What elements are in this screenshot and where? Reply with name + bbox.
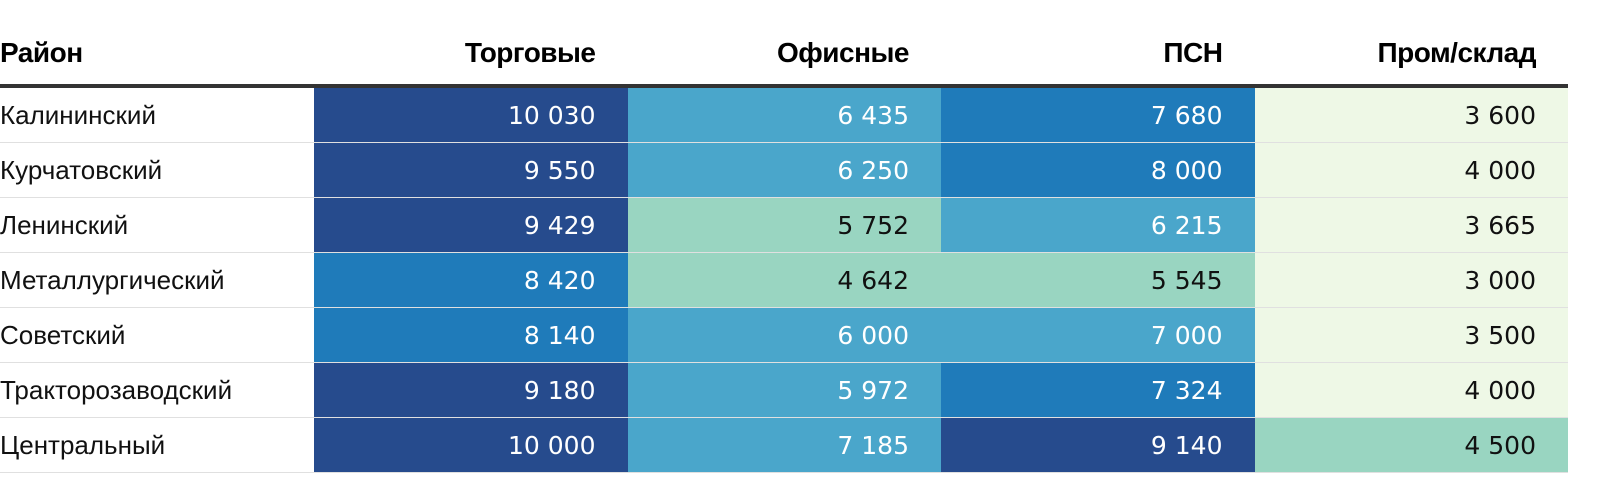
header-row: Район Торговые Офисные ПСН Пром/склад bbox=[0, 22, 1568, 88]
table-row: Тракторозаводский 9 180 5 972 7 324 4 000 bbox=[0, 362, 1568, 418]
table-row: Центральный 10 000 7 185 9 140 4 500 bbox=[0, 417, 1568, 473]
value-cell: 6 000 bbox=[627, 307, 941, 363]
district-name-cell: Тракторозаводский bbox=[0, 362, 314, 418]
table-row: Ленинский 9 429 5 752 6 215 3 665 bbox=[0, 197, 1568, 253]
value-cell: 5 752 bbox=[627, 197, 941, 253]
value-cell: 8 420 bbox=[314, 252, 628, 308]
value-cell: 7 185 bbox=[627, 417, 941, 473]
value-cell: 9 180 bbox=[314, 362, 628, 418]
value-cell: 9 550 bbox=[314, 142, 628, 198]
district-name-cell: Курчатовский bbox=[0, 142, 314, 198]
value-cell: 6 215 bbox=[941, 197, 1255, 253]
column-header-industrial: Пром/склад bbox=[1254, 22, 1568, 88]
table-row: Курчатовский 9 550 6 250 8 000 4 000 bbox=[0, 142, 1568, 198]
value-cell: 3 500 bbox=[1254, 307, 1568, 363]
column-header-psn: ПСН bbox=[941, 22, 1255, 88]
table-row: Советский 8 140 6 000 7 000 3 500 bbox=[0, 307, 1568, 363]
value-cell: 5 972 bbox=[627, 362, 941, 418]
value-cell: 3 665 bbox=[1254, 197, 1568, 253]
value-cell: 4 500 bbox=[1254, 417, 1568, 473]
value-cell: 9 429 bbox=[314, 197, 628, 253]
value-cell: 7 680 bbox=[941, 86, 1255, 143]
value-cell: 4 000 bbox=[1254, 142, 1568, 198]
table-row: Металлургический 8 420 4 642 5 545 3 000 bbox=[0, 252, 1568, 308]
table-row: Калининский 10 030 6 435 7 680 3 600 bbox=[0, 86, 1568, 143]
value-cell: 7 000 bbox=[941, 307, 1255, 363]
district-name-cell: Металлургический bbox=[0, 252, 314, 308]
value-cell: 8 140 bbox=[314, 307, 628, 363]
value-cell: 6 250 bbox=[627, 142, 941, 198]
district-name-cell: Центральный bbox=[0, 417, 314, 473]
column-header-office: Офисные bbox=[627, 22, 941, 88]
value-cell: 6 435 bbox=[627, 86, 941, 143]
value-cell: 9 140 bbox=[941, 417, 1255, 473]
value-cell: 3 600 bbox=[1254, 86, 1568, 143]
district-name-cell: Калининский bbox=[0, 86, 314, 143]
column-header-retail: Торговые bbox=[314, 22, 628, 88]
value-cell: 7 324 bbox=[941, 362, 1255, 418]
value-cell: 10 000 bbox=[314, 417, 628, 473]
table-header: Район Торговые Офисные ПСН Пром/склад bbox=[0, 22, 1568, 88]
district-name-cell: Ленинский bbox=[0, 197, 314, 253]
value-cell: 4 642 bbox=[627, 252, 941, 308]
district-name-cell: Советский bbox=[0, 307, 314, 363]
value-cell: 4 000 bbox=[1254, 362, 1568, 418]
value-cell: 10 030 bbox=[314, 86, 628, 143]
value-cell: 3 000 bbox=[1254, 252, 1568, 308]
table-body: Калининский 10 030 6 435 7 680 3 600 Курчатов… bbox=[0, 86, 1568, 473]
district-price-table: Район Торговые Офисные ПСН Пром/склад Ка… bbox=[0, 22, 1568, 473]
column-header-district: Район bbox=[0, 22, 314, 88]
value-cell: 5 545 bbox=[941, 252, 1255, 308]
value-cell: 8 000 bbox=[941, 142, 1255, 198]
